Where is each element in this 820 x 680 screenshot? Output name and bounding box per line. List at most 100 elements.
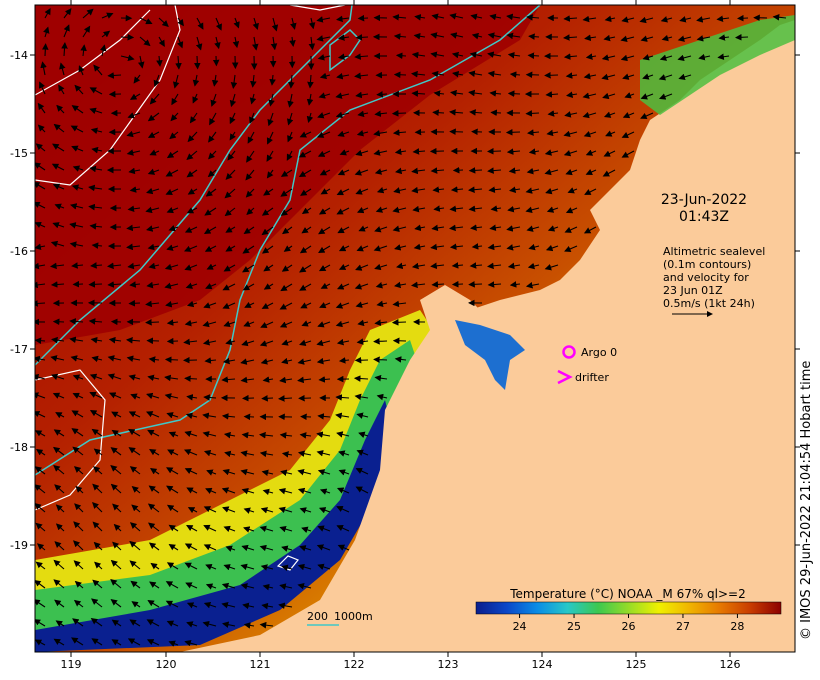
velocity-arrow (280, 169, 293, 177)
velocity-arrow (230, 74, 238, 89)
velocity-arrow (224, 207, 236, 217)
velocity-arrow (263, 188, 274, 196)
velocity-arrow (58, 84, 65, 95)
velocity-arrow (297, 358, 312, 365)
velocity-arrow (35, 202, 46, 209)
velocity-arrow (167, 449, 179, 456)
velocity-arrow (355, 467, 369, 475)
velocity-arrow (71, 428, 84, 437)
velocity-arrow (507, 51, 521, 59)
velocity-arrow (357, 319, 369, 327)
velocity-arrow (450, 186, 464, 193)
velocity-arrow (547, 225, 559, 232)
velocity-arrow (527, 129, 540, 136)
velocity-arrow (184, 468, 198, 475)
velocity-arrow (225, 226, 236, 233)
velocity-arrow (221, 487, 236, 494)
velocity-arrow (375, 206, 388, 213)
velocity-arrow (509, 71, 521, 78)
velocity-arrow (168, 431, 179, 438)
velocity-arrow (320, 282, 331, 289)
velocity-arrow (126, 224, 141, 232)
velocity-arrow (487, 51, 502, 58)
velocity-arrow (70, 125, 84, 133)
velocity-arrow (50, 355, 65, 362)
velocity-arrow (259, 621, 274, 629)
velocity-arrow (203, 450, 217, 457)
y-tick-label: -14 (10, 49, 28, 62)
velocity-arrow (374, 226, 388, 233)
velocity-arrow (563, 53, 578, 60)
velocity-arrow (280, 283, 293, 292)
velocity-arrow (392, 129, 407, 136)
velocity-arrow (487, 167, 502, 174)
velocity-arrow (185, 582, 198, 589)
drifter-marker (557, 369, 573, 385)
velocity-arrow (171, 93, 179, 106)
velocity-arrow (449, 205, 464, 213)
velocity-arrow (92, 521, 103, 532)
velocity-arrow (40, 61, 47, 76)
velocity-arrow (336, 525, 350, 532)
velocity-arrow (243, 413, 255, 421)
velocity-arrow (148, 485, 160, 494)
velocity-arrow (336, 15, 350, 23)
velocity-arrow (186, 150, 198, 161)
argo-marker (562, 345, 576, 359)
velocity-arrow (267, 112, 274, 127)
velocity-arrow (91, 428, 103, 437)
velocity-arrow (90, 262, 103, 269)
velocity-arrow (110, 483, 122, 494)
velocity-arrow (308, 36, 316, 51)
velocity-arrow (318, 507, 331, 514)
velocity-arrow (262, 376, 274, 383)
velocity-arrow (225, 169, 236, 180)
velocity-arrow (185, 282, 198, 289)
velocity-arrow (376, 91, 388, 98)
velocity-arrow (168, 544, 179, 551)
velocity-arrow (525, 187, 540, 194)
velocity-arrow (260, 358, 274, 365)
velocity-arrow (279, 302, 293, 310)
velocity-arrow (413, 32, 426, 40)
velocity-arrow (318, 226, 331, 235)
map-time: 01:43Z (679, 209, 729, 225)
velocity-arrow (69, 222, 84, 229)
velocity-arrow (205, 283, 217, 290)
velocity-arrow (110, 318, 122, 326)
velocity-arrow (240, 358, 255, 365)
velocity-arrow (772, 13, 787, 21)
velocity-arrow (431, 281, 445, 288)
velocity-arrow (266, 131, 274, 145)
velocity-arrow (158, 36, 165, 47)
velocity-arrow (452, 70, 464, 78)
velocity-arrow (187, 131, 198, 143)
velocity-arrow (279, 432, 293, 439)
velocity-arrow (278, 395, 293, 402)
velocity-arrow (357, 110, 369, 118)
velocity-arrow (127, 638, 141, 646)
velocity-arrow (148, 542, 160, 551)
velocity-arrow (53, 559, 65, 570)
velocity-arrow (487, 147, 502, 155)
velocity-arrow (300, 188, 312, 196)
velocity-arrow (53, 464, 65, 475)
velocity-arrow (227, 150, 236, 161)
velocity-arrow (166, 562, 179, 570)
velocity-arrow (93, 541, 103, 551)
velocity-arrow (604, 15, 616, 23)
velocity-arrow (527, 262, 540, 270)
velocity-arrow (281, 564, 293, 572)
colorbar-tick-label: 28 (730, 620, 744, 633)
velocity-arrow (71, 184, 84, 191)
velocity-arrow (298, 150, 312, 158)
velocity-arrow (620, 54, 635, 62)
velocity-arrow (71, 145, 84, 152)
velocity-arrow (259, 544, 274, 552)
velocity-arrow (373, 338, 388, 345)
velocity-arrow (262, 583, 274, 591)
velocity-arrow (165, 188, 179, 195)
velocity-arrow (525, 282, 540, 289)
velocity-arrow (335, 320, 350, 328)
velocity-arrow (184, 430, 198, 438)
